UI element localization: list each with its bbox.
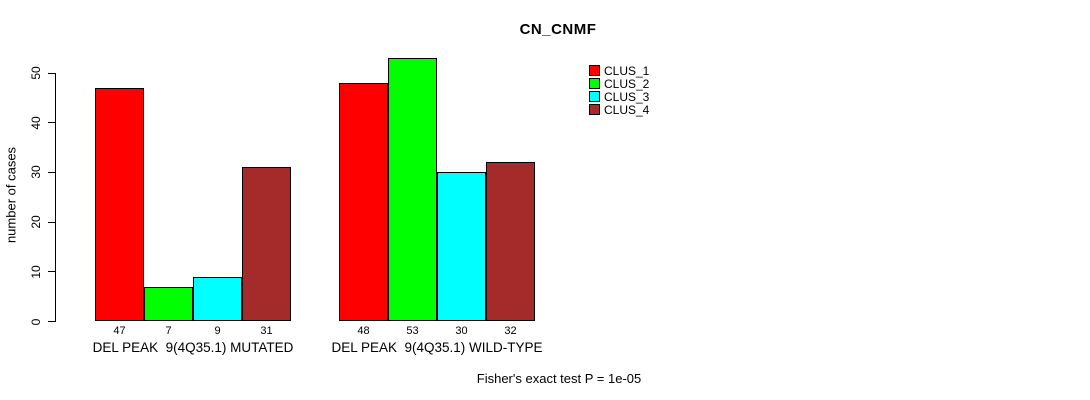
legend-label: CLUS_2	[604, 76, 650, 91]
chart-title: CN_CNMF	[519, 21, 597, 38]
y-tick-label: 30	[29, 165, 43, 180]
bar-value-label: 30	[455, 325, 468, 337]
legend-swatch-icon	[589, 91, 600, 102]
bar-clus_4-group2	[486, 162, 535, 322]
y-axis-line	[55, 73, 56, 322]
category-label-group2: DEL PEAK 9(4Q35.1) WILD-TYPE	[331, 340, 543, 355]
bar-clus_4-group1	[242, 167, 291, 322]
bar-value-label: 7	[165, 325, 172, 337]
y-tick-label: 0	[29, 318, 43, 325]
legend-entry-clus_4: CLUS_4	[589, 102, 650, 117]
bar-value-label: 47	[113, 325, 126, 337]
fisher-test-annotation: Fisher's exact test P = 1e-05	[476, 371, 642, 386]
legend-swatch-icon	[589, 104, 600, 115]
y-tick-mark	[48, 171, 55, 173]
bar-value-label: 9	[214, 325, 221, 337]
bar-value-label: 31	[260, 325, 273, 337]
y-tick-label: 10	[29, 265, 43, 279]
bar-clus_2-group1	[144, 286, 193, 322]
category-label-group1: DEL PEAK 9(4Q35.1) MUTATED	[92, 340, 294, 355]
legend-label: CLUS_3	[604, 89, 650, 104]
y-tick-mark	[48, 321, 55, 322]
legend-swatch-icon	[589, 78, 600, 89]
legend-entry-clus_1: CLUS_1	[589, 63, 650, 78]
legend-label: CLUS_4	[604, 102, 650, 117]
y-tick-mark	[48, 271, 55, 273]
y-axis-title: number of cases	[3, 146, 19, 244]
bar-value-label: 32	[504, 325, 517, 337]
bar-clus_1-group2	[339, 82, 388, 322]
y-tick-label: 50	[29, 66, 43, 80]
bar-clus_3-group1	[193, 276, 242, 322]
bar-value-label: 53	[406, 325, 419, 337]
bar-value-label: 48	[357, 325, 370, 337]
y-tick-mark	[48, 72, 55, 74]
legend-swatch-icon	[589, 65, 600, 76]
y-tick-mark	[48, 122, 55, 124]
bar-clus_2-group2	[388, 58, 437, 322]
legend-label: CLUS_1	[604, 63, 650, 78]
y-tick-label: 20	[29, 215, 43, 229]
legend-entry-clus_3: CLUS_3	[589, 89, 650, 104]
y-tick-mark	[48, 221, 55, 223]
bar-clus_1-group1	[95, 87, 144, 322]
legend-entry-clus_2: CLUS_2	[589, 76, 650, 91]
y-tick-label: 40	[29, 116, 43, 130]
bar-clus_3-group2	[437, 172, 486, 322]
